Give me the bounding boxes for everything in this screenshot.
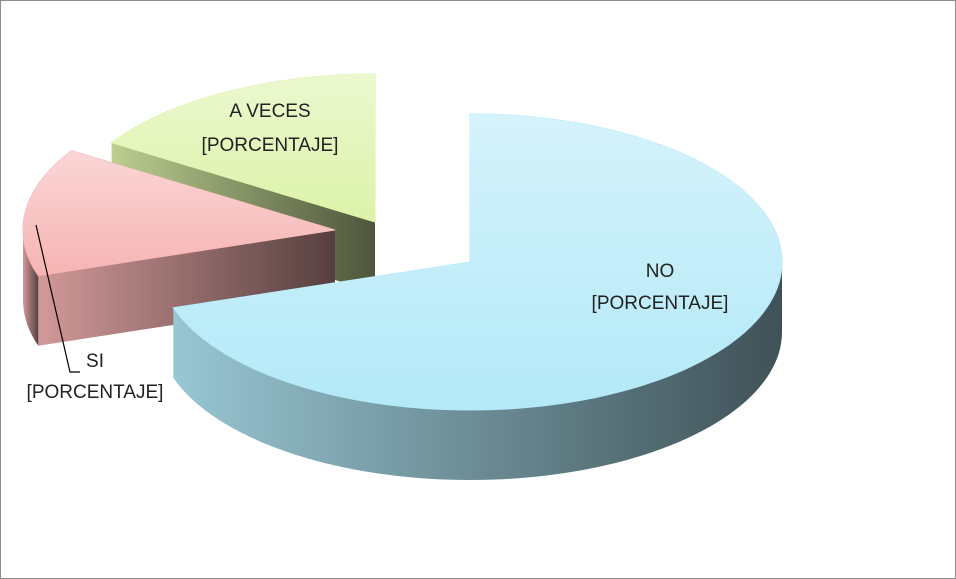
slice-side-shade — [173, 262, 783, 480]
slice-value-label: [PORCENTAJE] — [27, 382, 164, 403]
leader-line — [35, 224, 80, 373]
slice-top-gloss — [23, 150, 335, 276]
slice-value-label: [PORCENTAJE] — [592, 293, 729, 314]
slice — [172, 113, 783, 480]
slice-label: NO — [646, 261, 675, 282]
slice-top-gloss — [111, 74, 375, 222]
slice-value-label: [PORCENTAJE] — [202, 135, 339, 156]
slice-label: SI — [86, 351, 104, 372]
slice-label: A VECES — [229, 101, 310, 122]
slice — [22, 150, 336, 346]
slice-top-gloss — [173, 114, 783, 410]
slices — [22, 73, 783, 480]
slice-side-shade — [23, 230, 39, 346]
slice-side-shade — [38, 230, 336, 346]
